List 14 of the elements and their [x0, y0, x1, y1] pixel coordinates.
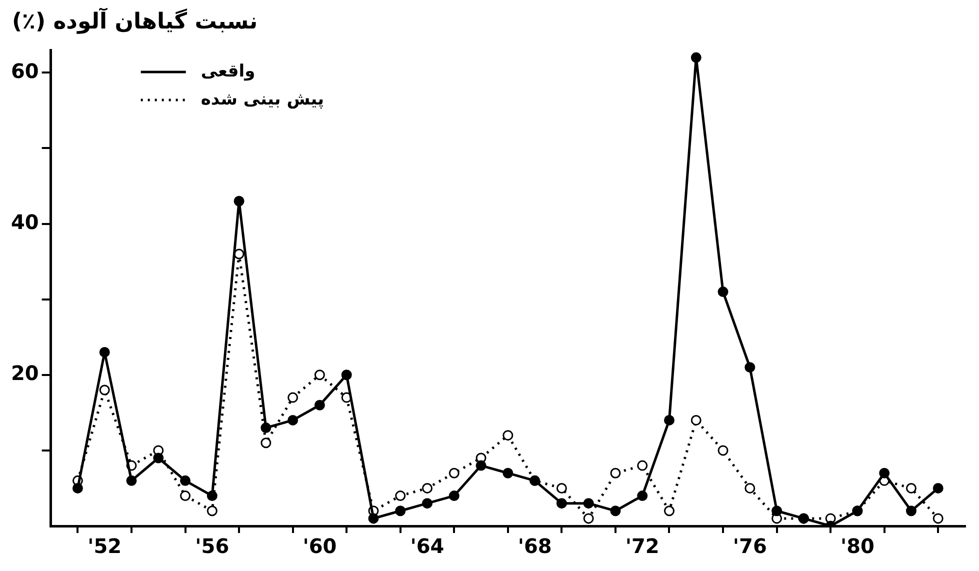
y-tick-label: 60 — [10, 58, 39, 83]
y-tick-label: 20 — [10, 361, 39, 386]
x-tick-label: '80 — [840, 534, 874, 558]
x-tick-label: '52 — [88, 534, 122, 558]
x-tick-label: '68 — [518, 534, 552, 558]
x-tick-label: '60 — [302, 534, 337, 558]
legend-label: پیش بینی شده — [200, 89, 324, 110]
x-tick-label: '56 — [195, 534, 230, 558]
y-tick-label: 40 — [10, 210, 39, 234]
x-tick-label: '72 — [625, 534, 660, 558]
y-axis-title: نسبت گیاهان آلوده (٪) — [12, 8, 258, 35]
legend-label: واقعی — [200, 61, 256, 82]
x-tick-label: '76 — [732, 534, 767, 558]
x-tick-label: '64 — [410, 534, 444, 558]
